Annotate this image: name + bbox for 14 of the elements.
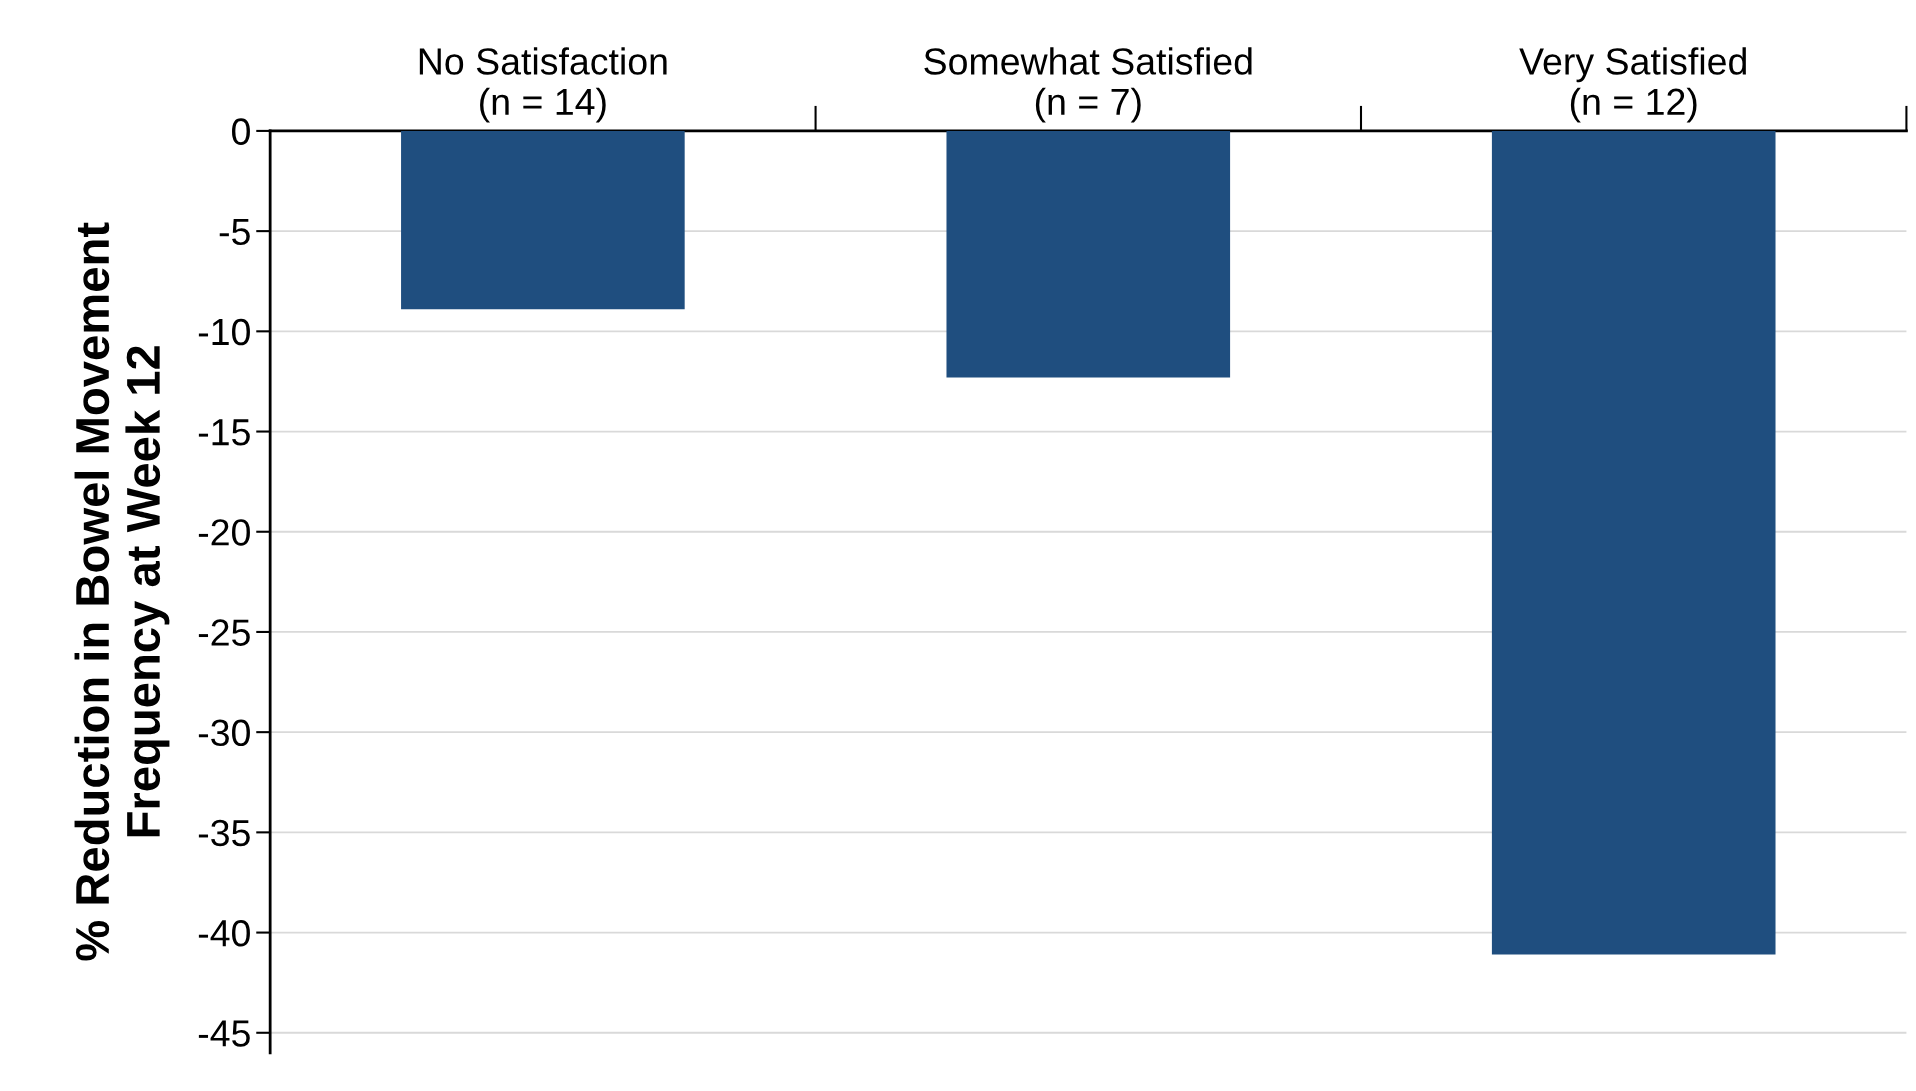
- x-tick-label: Very Satisfied (n = 12): [1519, 47, 1746, 123]
- x-tick-label: No Satisfaction (n = 14): [419, 47, 667, 123]
- x-tick-label: Somewhat Satisfied (n = 7): [924, 47, 1252, 123]
- y-tick-label: -10: [198, 318, 250, 346]
- y-tick-label: -40: [198, 919, 250, 947]
- y-tick-label: -30: [198, 719, 250, 747]
- y-tick-label: -5: [219, 218, 250, 246]
- y-tick-label: -25: [198, 619, 250, 646]
- y-tick-label: -20: [198, 519, 250, 546]
- y-tick-label: 0: [232, 118, 250, 145]
- y-tick-label: -15: [198, 419, 250, 446]
- y-axis-title: % Reduction in Bowel Movement Frequency at Week 12: [74, 222, 170, 961]
- y-tick-label: -35: [198, 819, 250, 847]
- y-tick-label: -45: [198, 1020, 250, 1047]
